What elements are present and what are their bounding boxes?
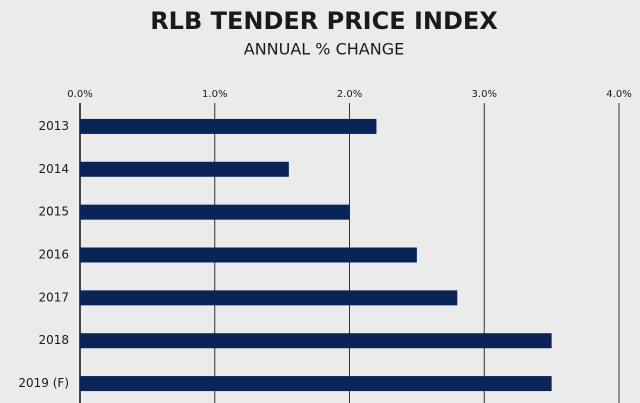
x-tick-label: 0.0%: [67, 89, 92, 100]
y-tick-label: 2014: [38, 162, 69, 176]
bar: [80, 290, 458, 306]
y-tick-label: 2013: [38, 119, 69, 133]
chart-title: RLB TENDER PRICE INDEX: [150, 7, 498, 35]
x-tick-label: 2.0%: [337, 89, 362, 100]
bar: [80, 376, 552, 392]
bar: [80, 247, 417, 263]
x-tick-label: 4.0%: [606, 89, 631, 100]
y-tick-label: 2018: [38, 333, 69, 347]
y-tick-label: 2015: [38, 205, 69, 219]
y-tick-label: 2019 (F): [18, 376, 69, 390]
x-tick-label: 3.0%: [472, 89, 497, 100]
bar: [80, 204, 350, 220]
y-tick-label: 2017: [38, 290, 69, 304]
bar: [80, 333, 552, 349]
bar: [80, 118, 377, 134]
x-tick-label: 1.0%: [202, 89, 227, 100]
chart-subtitle: ANNUAL % CHANGE: [244, 40, 404, 59]
bar: [80, 161, 289, 177]
y-tick-label: 2016: [38, 248, 69, 262]
